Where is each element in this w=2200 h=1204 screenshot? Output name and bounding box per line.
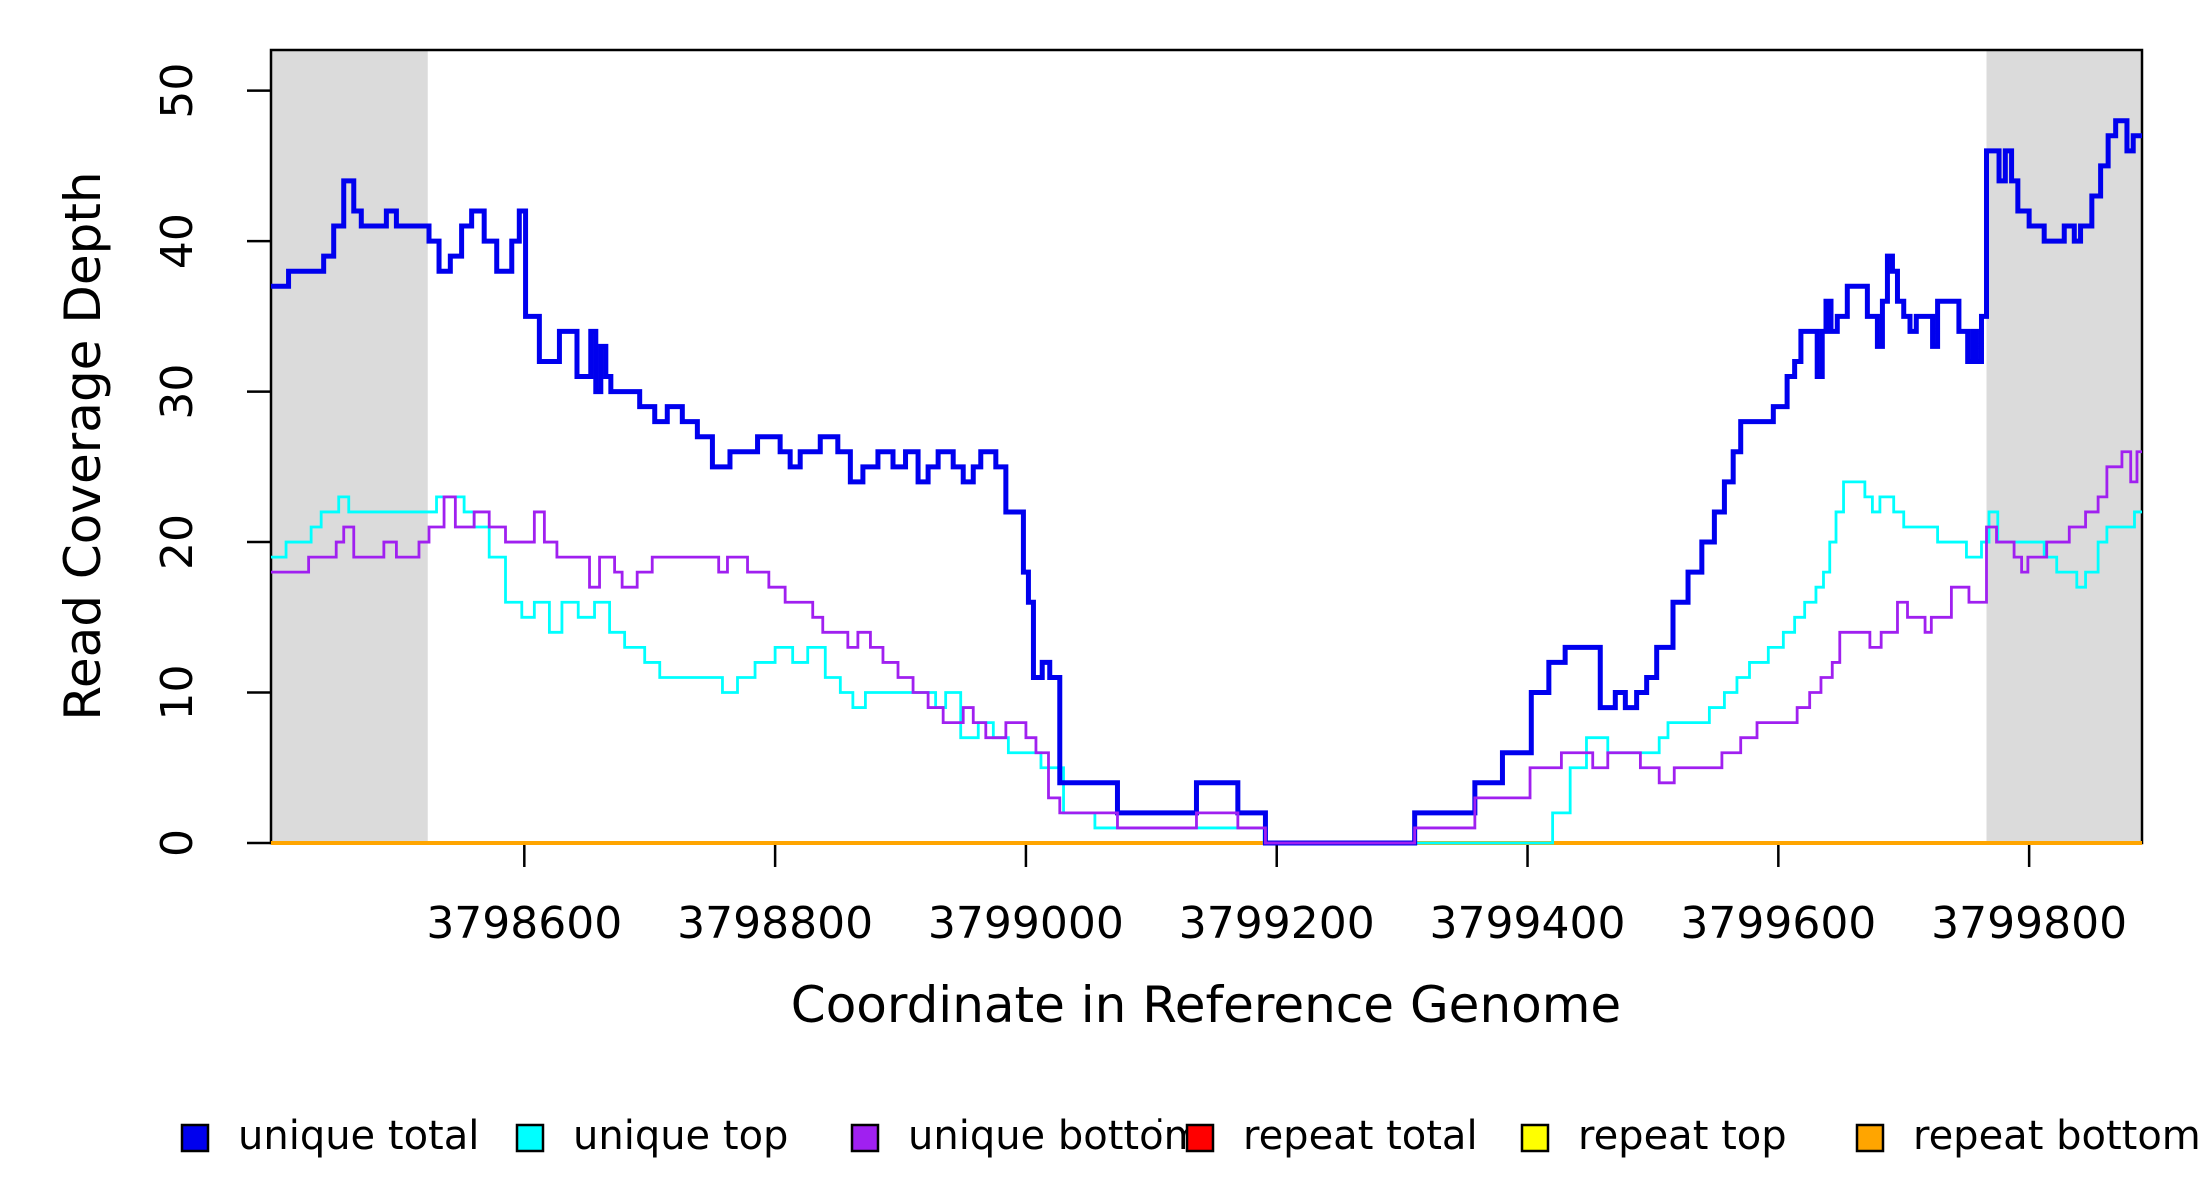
legend-label: unique top	[573, 1113, 788, 1159]
legend-item-unique-bottom: unique bottom	[850, 1113, 1203, 1159]
unique-bottom-swatch-icon	[850, 1123, 880, 1153]
legend-item-repeat-total: repeat total	[1185, 1113, 1478, 1159]
y-axis-title: Read Coverage Depth	[54, 171, 112, 720]
x-tick-label: 3799800	[1931, 898, 2127, 949]
legend-label: repeat bottom	[1913, 1113, 2200, 1159]
shaded-region-bands	[271, 50, 2142, 843]
shaded-band	[271, 50, 428, 843]
x-axis-title: Coordinate in Reference Genome	[791, 976, 1621, 1034]
x-tick-label: 3798600	[426, 898, 622, 949]
data-series	[271, 118, 2142, 846]
y-tick-label: 20	[152, 514, 203, 570]
line-unique-top	[271, 480, 2142, 845]
x-tick-label: 3799200	[1179, 898, 1375, 949]
unique-total-swatch-icon	[180, 1123, 210, 1153]
x-tick-label: 3799600	[1680, 898, 1876, 949]
plot-box	[269, 48, 2144, 845]
legend-item-unique-top: unique top	[515, 1113, 788, 1159]
y-axis-ticks: 0 10 20 30 40 50	[152, 63, 271, 857]
legend-label: repeat total	[1243, 1113, 1478, 1159]
y-tick-label: 50	[152, 63, 203, 119]
repeat-total-swatch-icon	[1185, 1123, 1215, 1153]
unique-top-swatch-icon	[515, 1123, 545, 1153]
line-unique-total	[271, 118, 2142, 846]
y-tick-label: 10	[152, 665, 203, 721]
y-tick-label: 40	[152, 213, 203, 269]
legend-label: unique bottom	[908, 1113, 1203, 1159]
legend: unique total unique top unique bottom . …	[180, 1095, 2200, 1159]
x-tick-label: 3798800	[677, 898, 873, 949]
legend-item-repeat-bottom: repeat bottom	[1855, 1113, 2200, 1159]
legend-label: unique total	[238, 1113, 479, 1159]
y-tick-label: 30	[152, 364, 203, 420]
line-unique-bottom	[271, 450, 2142, 845]
repeat-top-swatch-icon	[1520, 1123, 1550, 1153]
repeat-bottom-swatch-icon	[1855, 1123, 1885, 1153]
legend-item-repeat-top: repeat top	[1520, 1113, 1787, 1159]
legend-label: repeat top	[1578, 1113, 1787, 1159]
x-tick-label: 3799000	[928, 898, 1124, 949]
legend-item-unique-total: unique total	[180, 1113, 479, 1159]
y-tick-label: 0	[152, 829, 203, 857]
x-axis-ticks: 3798600 3798800 3799000 3799200 3799400 37996…	[426, 843, 2127, 949]
x-tick-label: 3799400	[1430, 898, 1626, 949]
stray-dot-mark: .	[1155, 1095, 1165, 1130]
